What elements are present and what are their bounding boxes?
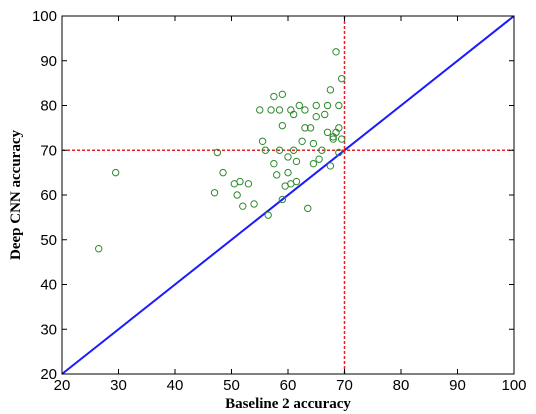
y-tick-label: 90 xyxy=(40,53,57,70)
data-point xyxy=(301,124,309,132)
data-point xyxy=(236,177,244,186)
data-point xyxy=(261,146,270,154)
y-tick-label: 20 xyxy=(40,366,57,383)
data-point xyxy=(329,135,337,143)
data-point xyxy=(309,139,318,148)
x-tick-label: 80 xyxy=(393,377,410,394)
data-point xyxy=(298,137,306,146)
data-point xyxy=(332,48,340,56)
data-point xyxy=(335,101,343,110)
data-point xyxy=(264,211,272,219)
data-point xyxy=(323,128,332,137)
data-point xyxy=(292,177,301,186)
data-point xyxy=(323,101,332,110)
plot-area xyxy=(61,15,515,375)
x-tick-label: 50 xyxy=(223,377,240,394)
data-point xyxy=(306,124,315,132)
y-tick-label: 50 xyxy=(40,232,57,249)
data-point xyxy=(326,86,335,94)
data-point xyxy=(273,171,281,179)
data-point xyxy=(284,153,292,161)
x-tick-label: 40 xyxy=(167,377,184,394)
x-tick-label: 70 xyxy=(336,377,353,394)
data-point xyxy=(326,162,335,170)
data-point xyxy=(337,135,346,143)
x-axis-label: Baseline 2 accuracy xyxy=(225,396,351,412)
y-axis-label: Deep CNN accuracy xyxy=(8,130,24,260)
data-point xyxy=(267,106,275,114)
y-tick-label: 40 xyxy=(40,277,57,294)
x-tick-label: 60 xyxy=(280,377,297,394)
data-point xyxy=(95,245,103,253)
data-point xyxy=(335,124,343,132)
data-point xyxy=(278,121,287,130)
data-point xyxy=(213,148,222,157)
data-point xyxy=(111,168,120,177)
data-point xyxy=(270,92,278,101)
data-point xyxy=(239,202,247,210)
data-point xyxy=(312,112,320,121)
data-point xyxy=(335,148,343,157)
data-point xyxy=(315,155,323,163)
y-tick-label: 70 xyxy=(40,142,57,159)
data-point xyxy=(244,180,253,188)
data-point xyxy=(309,159,318,168)
data-point xyxy=(210,189,219,197)
data-point xyxy=(318,146,326,154)
data-point xyxy=(278,90,287,99)
y-tick-label: 80 xyxy=(40,98,57,115)
data-point xyxy=(233,191,241,199)
data-point xyxy=(295,101,303,110)
axis-ticks: 20 30 40 50 60 70 80 90 100 20 30 40 50 60 70 80 90 100 xyxy=(32,8,527,394)
data-point xyxy=(258,137,267,146)
data-point xyxy=(292,157,301,166)
data-point xyxy=(312,101,320,110)
x-tick-label: 20 xyxy=(54,377,71,394)
x-tick-label: 100 xyxy=(501,377,526,394)
data-point xyxy=(304,204,312,213)
x-tick-label: 30 xyxy=(110,377,127,394)
data-point xyxy=(289,146,298,154)
diagonal-line xyxy=(61,15,515,375)
data-point xyxy=(219,168,227,177)
data-point xyxy=(337,74,346,83)
data-point xyxy=(256,106,264,114)
data-point xyxy=(278,195,287,204)
data-point xyxy=(284,168,292,177)
y-tick-label: 30 xyxy=(40,321,57,338)
data-point xyxy=(321,110,329,119)
data-point xyxy=(275,146,284,154)
y-tick-label: 60 xyxy=(40,187,57,204)
data-point xyxy=(275,106,284,114)
data-point xyxy=(289,110,298,119)
data-point xyxy=(270,159,278,168)
y-tick-label: 100 xyxy=(32,8,57,25)
data-point xyxy=(250,200,258,208)
data-point xyxy=(301,106,309,114)
x-tick-label: 90 xyxy=(449,377,466,394)
